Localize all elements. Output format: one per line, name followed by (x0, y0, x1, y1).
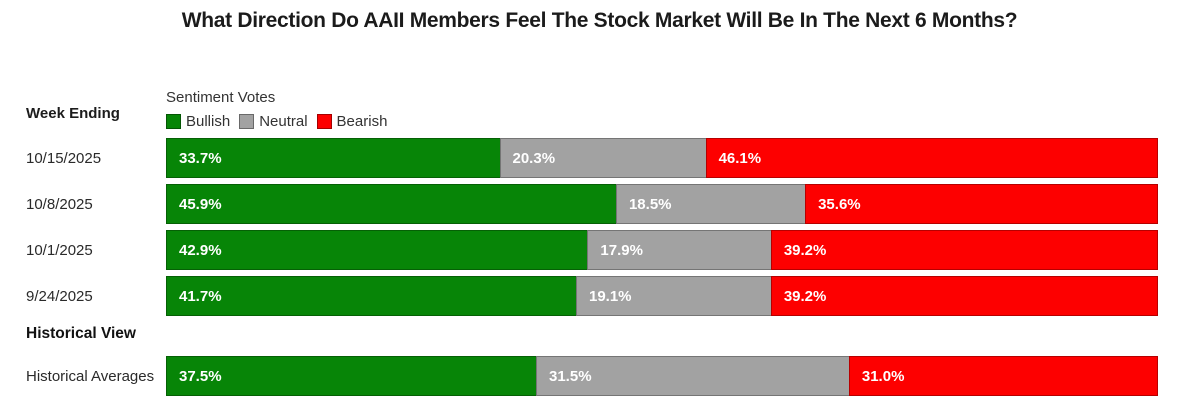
legend: Sentiment Votes Bullish Neutral Bearish (166, 89, 1158, 130)
chart-row: 10/8/2025 45.9% 18.5% 35.6% (0, 184, 1158, 224)
row-label: 10/15/2025 (26, 149, 102, 167)
legend-label-bullish: Bullish (186, 113, 231, 130)
stacked-bar: 45.9% 18.5% 35.6% (166, 184, 1158, 224)
legend-label-bearish: Bearish (336, 113, 388, 130)
stacked-bar: 42.9% 17.9% 39.2% (166, 230, 1158, 270)
bearish-swatch-icon (316, 114, 332, 129)
bar-segment-bearish[interactable]: 39.2% (770, 276, 1158, 316)
row-label: 9/24/2025 (26, 287, 93, 305)
bar-segment-bullish[interactable]: 41.7% (166, 276, 577, 316)
legend-title: Sentiment Votes (166, 89, 276, 106)
legend-items: Bullish Neutral Bearish (166, 113, 1158, 130)
stacked-bar: 37.5% 31.5% 31.0% (166, 356, 1158, 396)
chart-area: Week Ending Sentiment Votes Bullish Neut… (0, 89, 1199, 396)
bar-segment-bearish[interactable]: 46.1% (705, 138, 1158, 178)
bar-segment-bullish[interactable]: 42.9% (166, 230, 589, 270)
neutral-swatch-icon (239, 114, 255, 129)
bar-segment-bearish[interactable]: 31.0% (848, 356, 1158, 396)
legend-item-bearish[interactable]: Bearish (316, 113, 388, 130)
bar-segment-bullish[interactable]: 45.9% (166, 184, 617, 224)
bar-segment-bearish[interactable]: 35.6% (805, 184, 1158, 224)
bar-segment-bullish[interactable]: 33.7% (166, 138, 501, 178)
chart-header: Week Ending Sentiment Votes Bullish Neut… (0, 89, 1158, 130)
chart-row: 9/24/2025 41.7% 19.1% 39.2% (0, 276, 1158, 316)
weekly-rows: 10/15/2025 33.7% 20.3% 46.1% 10/8/2025 4… (0, 138, 1158, 316)
chart-row: 10/15/2025 33.7% 20.3% 46.1% (0, 138, 1158, 178)
bar-segment-bullish[interactable]: 37.5% (166, 356, 537, 396)
bar-segment-neutral[interactable]: 31.5% (536, 356, 850, 396)
chart-row-historical: Historical Averages 37.5% 31.5% 31.0% (0, 356, 1158, 396)
legend-item-bullish[interactable]: Bullish (166, 113, 230, 130)
stacked-bar: 33.7% 20.3% 46.1% (166, 138, 1158, 178)
row-label: Historical Averages (26, 367, 155, 385)
bar-segment-neutral[interactable]: 17.9% (587, 230, 772, 270)
week-ending-column-header: Week Ending (26, 105, 120, 122)
row-label: 10/8/2025 (26, 195, 93, 213)
bar-segment-neutral[interactable]: 19.1% (575, 276, 772, 316)
chart-row: 10/1/2025 42.9% 17.9% 39.2% (0, 230, 1158, 270)
legend-label-neutral: Neutral (259, 113, 308, 130)
bar-segment-neutral[interactable]: 18.5% (615, 184, 807, 224)
bullish-swatch-icon (166, 114, 181, 129)
page-title: What Direction Do AAII Members Feel The … (181, 9, 1018, 32)
stacked-bar: 41.7% 19.1% 39.2% (166, 276, 1158, 316)
bar-segment-neutral[interactable]: 20.3% (499, 138, 707, 178)
bar-segment-bearish[interactable]: 39.2% (770, 230, 1158, 270)
historical-view-heading: Historical View (26, 325, 136, 342)
row-label: 10/1/2025 (26, 241, 93, 259)
legend-item-neutral[interactable]: Neutral (239, 113, 308, 130)
